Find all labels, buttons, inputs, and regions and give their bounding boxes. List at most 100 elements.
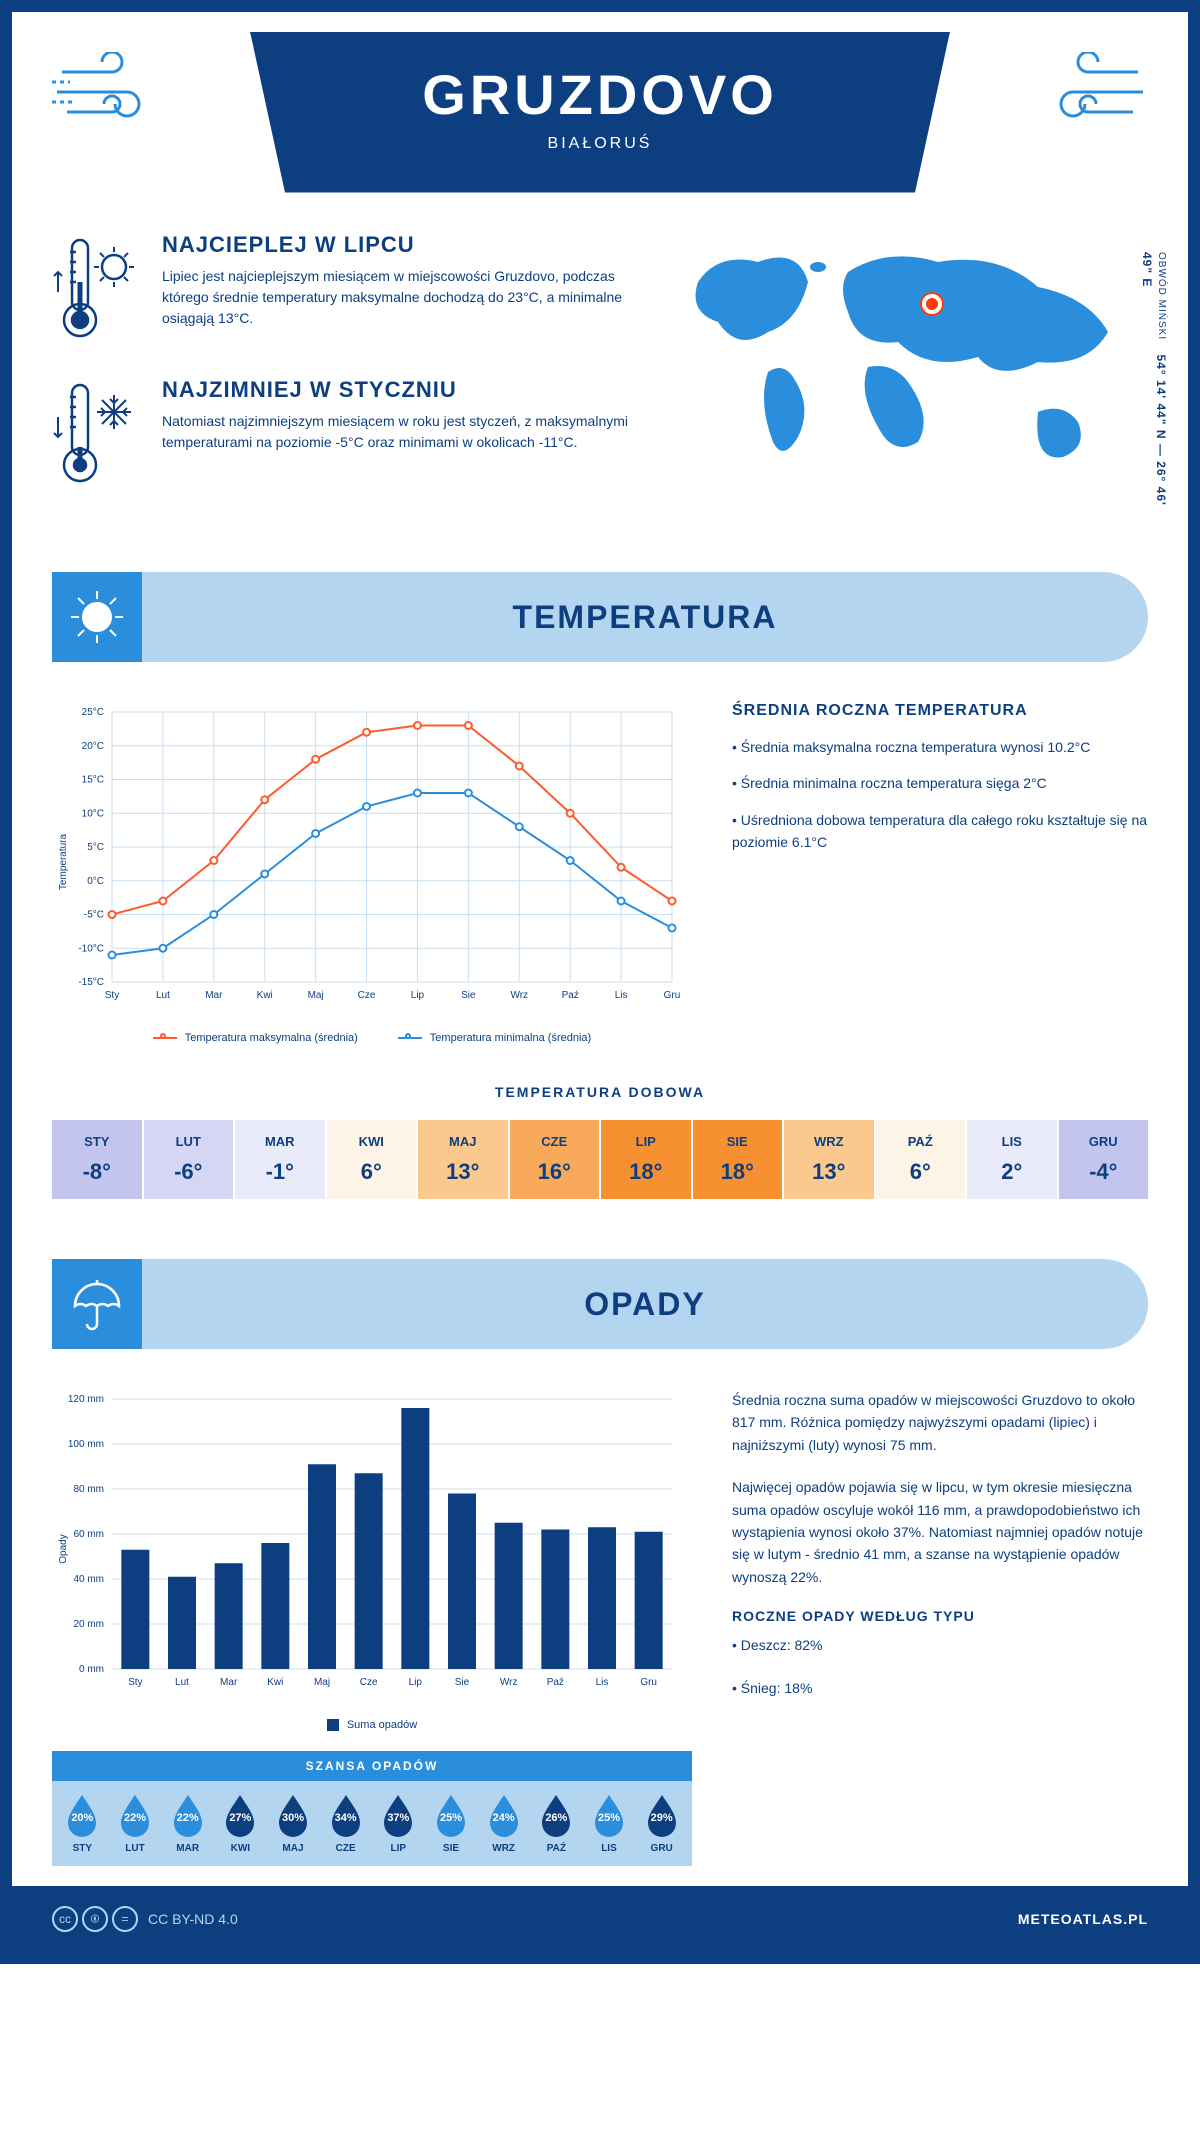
daily-cell: SIE18° — [693, 1120, 783, 1199]
cold-block: NAJZIMNIEJ W STYCZNIU Natomiast najzimni… — [52, 377, 638, 492]
svg-text:0°C: 0°C — [87, 876, 104, 887]
svg-text:Kwi: Kwi — [267, 1677, 283, 1688]
svg-text:Cze: Cze — [358, 990, 376, 1001]
chance-drop: 20% STY — [56, 1793, 109, 1854]
svg-text:Lip: Lip — [411, 990, 425, 1001]
world-map-box: OBWÓD MIŃSKI 54° 14' 44" N — 26° 46' 49"… — [668, 232, 1148, 522]
umbrella-icon — [52, 1259, 142, 1349]
svg-text:Wrz: Wrz — [500, 1677, 518, 1688]
svg-text:Lip: Lip — [409, 1677, 423, 1688]
chance-drop: 25% LIS — [583, 1793, 636, 1854]
svg-text:40 mm: 40 mm — [73, 1574, 104, 1585]
svg-text:Sty: Sty — [105, 990, 119, 1001]
svg-text:Kwi: Kwi — [257, 990, 273, 1001]
svg-text:Sie: Sie — [461, 990, 476, 1001]
daily-cell: WRZ13° — [784, 1120, 874, 1199]
thermometer-snow-icon — [52, 377, 142, 492]
svg-text:10°C: 10°C — [82, 808, 104, 819]
page-header: GRUZDOVO BIAŁORUŚ — [12, 12, 1188, 212]
daily-cell: GRU-4° — [1059, 1120, 1149, 1199]
svg-text:-5°C: -5°C — [84, 910, 104, 921]
world-map-icon — [668, 232, 1148, 492]
chance-drop: 22% MAR — [161, 1793, 214, 1854]
chance-title: SZANSA OPADÓW — [52, 1751, 692, 1781]
svg-text:80 mm: 80 mm — [73, 1484, 104, 1495]
daily-cell: MAR-1° — [235, 1120, 325, 1199]
chance-drop: 29% GRU — [635, 1793, 688, 1854]
intro-section: NAJCIEPLEJ W LIPCU Lipiec jest najcieple… — [12, 212, 1188, 552]
chance-drop: 24% WRZ — [477, 1793, 530, 1854]
svg-text:Opady: Opady — [58, 1534, 69, 1563]
precip-type: • Śnieg: 18% — [732, 1677, 1148, 1699]
thermometer-sun-icon — [52, 232, 142, 347]
svg-text:Maj: Maj — [314, 1677, 330, 1688]
svg-text:Paź: Paź — [562, 990, 579, 1001]
svg-text:0 mm: 0 mm — [79, 1664, 104, 1675]
svg-text:5°C: 5°C — [87, 842, 104, 853]
country-subtitle: BIAŁORUŚ — [350, 135, 850, 153]
svg-text:25°C: 25°C — [82, 707, 104, 718]
temperature-chart: -15°C -10°C -5°C 0°C 5°C 10°C 15°C 20°C 25°C Sty L… — [52, 702, 692, 1044]
precipitation-section-header: OPADY — [52, 1259, 1148, 1349]
svg-text:Mar: Mar — [205, 990, 223, 1001]
precip-legend: Suma opadów — [52, 1719, 692, 1731]
chance-drop: 27% KWI — [214, 1793, 267, 1854]
svg-text:Lis: Lis — [596, 1677, 609, 1688]
svg-text:15°C: 15°C — [82, 775, 104, 786]
svg-text:Maj: Maj — [308, 990, 324, 1001]
svg-text:20°C: 20°C — [82, 741, 104, 752]
svg-text:Lut: Lut — [156, 990, 170, 1001]
svg-text:Lut: Lut — [175, 1677, 189, 1688]
chance-drop: 26% PAŹ — [530, 1793, 583, 1854]
precipitation-text: Średnia roczna suma opadów w miejscowośc… — [732, 1389, 1148, 1866]
page-footer: cc🅯= CC BY-ND 4.0 METEOATLAS.PL — [12, 1886, 1188, 1952]
title-banner: GRUZDOVO BIAŁORUŚ — [250, 32, 950, 193]
svg-text:Temperatura: Temperatura — [58, 833, 69, 890]
precip-chance: SZANSA OPADÓW 20% STY 22% LUT 22% MAR 27… — [52, 1751, 692, 1866]
sun-icon — [52, 572, 142, 662]
chance-drop: 37% LIP — [372, 1793, 425, 1854]
legend-item: Temperatura minimalna (średnia) — [398, 1032, 591, 1044]
chance-drop: 30% MAJ — [267, 1793, 320, 1854]
svg-text:Paź: Paź — [547, 1677, 564, 1688]
svg-text:Wrz: Wrz — [510, 990, 528, 1001]
daily-cell: LIS2° — [967, 1120, 1057, 1199]
daily-cell: PAŹ6° — [876, 1120, 966, 1199]
license-text: CC BY-ND 4.0 — [148, 1911, 238, 1927]
svg-text:60 mm: 60 mm — [73, 1529, 104, 1540]
chance-drop: 25% SIE — [425, 1793, 478, 1854]
precip-p1: Średnia roczna suma opadów w miejscowośc… — [732, 1389, 1148, 1456]
svg-text:Sty: Sty — [128, 1677, 142, 1688]
svg-text:120 mm: 120 mm — [68, 1394, 104, 1405]
svg-text:-15°C: -15°C — [78, 977, 104, 988]
daily-cell: CZE16° — [510, 1120, 600, 1199]
warm-title: NAJCIEPLEJ W LIPCU — [162, 232, 638, 258]
warm-text: Lipiec jest najcieplejszym miesiącem w m… — [162, 266, 638, 329]
wind-icon — [1028, 52, 1148, 137]
daily-cell: LIP18° — [601, 1120, 691, 1199]
cold-text: Natomiast najzimniejszym miesiącem w rok… — [162, 411, 638, 453]
cold-title: NAJZIMNIEJ W STYCZNIU — [162, 377, 638, 403]
daily-temp-title: TEMPERATURA DOBOWA — [52, 1084, 1148, 1100]
svg-text:Cze: Cze — [360, 1677, 378, 1688]
brand: METEOATLAS.PL — [1018, 1911, 1148, 1927]
svg-text:-10°C: -10°C — [78, 943, 104, 954]
precipitation-title: OPADY — [172, 1286, 1118, 1323]
stat-item: • Uśredniona dobowa temperatura dla całe… — [732, 809, 1148, 854]
daily-temperature: TEMPERATURA DOBOWA STY-8° LUT-6° MAR-1° … — [12, 1064, 1188, 1239]
temperature-stats: ŚREDNIA ROCZNA TEMPERATURA • Średnia mak… — [732, 702, 1148, 1044]
coordinates: OBWÓD MIŃSKI 54° 14' 44" N — 26° 46' 49"… — [1140, 252, 1168, 522]
warm-block: NAJCIEPLEJ W LIPCU Lipiec jest najcieple… — [52, 232, 638, 347]
svg-text:100 mm: 100 mm — [68, 1439, 104, 1450]
city-title: GRUZDOVO — [350, 62, 850, 127]
temperature-title: TEMPERATURA — [172, 599, 1118, 636]
chance-drop: 34% CZE — [319, 1793, 372, 1854]
stat-item: • Średnia maksymalna roczna temperatura … — [732, 736, 1148, 758]
daily-cell: MAJ13° — [418, 1120, 508, 1199]
precipitation-chart: 0 mm 20 mm 40 mm 60 mm 80 mm 100 mm 120 mm Sty L… — [52, 1389, 692, 1709]
daily-cell: KWI6° — [327, 1120, 417, 1199]
svg-text:Sie: Sie — [455, 1677, 470, 1688]
svg-text:20 mm: 20 mm — [73, 1619, 104, 1630]
daily-cell: LUT-6° — [144, 1120, 234, 1199]
svg-text:Lis: Lis — [615, 990, 628, 1001]
